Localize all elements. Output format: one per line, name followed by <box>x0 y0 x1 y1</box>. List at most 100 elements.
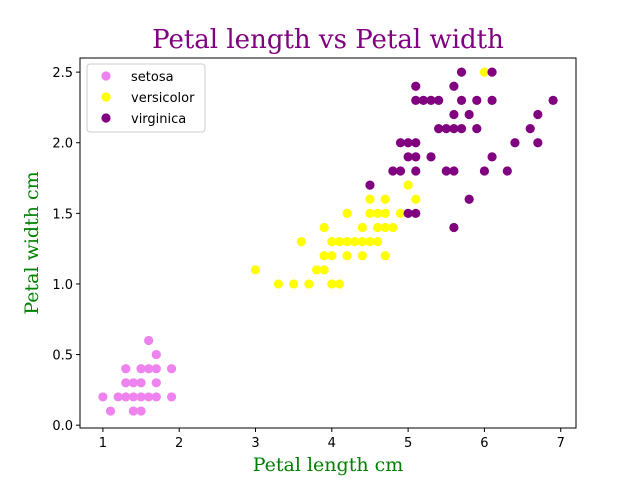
data-point-virginica <box>449 124 459 134</box>
data-point-versicolor <box>319 265 329 275</box>
data-point-versicolor <box>327 251 337 261</box>
data-point-virginica <box>418 95 428 105</box>
data-point-virginica <box>525 124 535 134</box>
data-point-versicolor <box>395 208 406 218</box>
legend-box <box>86 63 206 133</box>
data-point-virginica <box>411 152 421 162</box>
data-point-virginica <box>426 152 436 162</box>
data-point-setosa <box>98 392 108 402</box>
data-point-virginica <box>456 124 467 134</box>
data-point-versicolor <box>373 208 383 218</box>
x-tick-label: 5 <box>404 436 412 451</box>
y-tick-label: 2.0 <box>52 137 73 152</box>
y-tick-label: 0.5 <box>52 349 73 364</box>
data-point-versicolor <box>479 67 490 77</box>
data-point-setosa <box>121 392 131 402</box>
data-point-versicolor <box>411 194 421 204</box>
y-tick-label: 1.0 <box>52 278 73 293</box>
data-point-versicolor <box>380 208 390 218</box>
data-point-virginica <box>487 95 497 105</box>
y-tick-label: 2.5 <box>52 66 73 81</box>
x-tick-label: 7 <box>557 436 565 451</box>
data-point-versicolor <box>327 236 337 247</box>
data-point-versicolor <box>403 180 413 190</box>
data-point-versicolor <box>304 279 314 289</box>
data-point-virginica <box>395 166 406 176</box>
data-point-setosa <box>144 335 154 346</box>
data-point-setosa <box>121 364 131 374</box>
legend-marker-virginica <box>101 113 111 123</box>
data-point-versicolor <box>350 236 360 247</box>
data-point-virginica <box>441 166 451 176</box>
data-point-setosa <box>128 392 139 402</box>
chart-title: Petal length vs Petal width <box>152 25 504 55</box>
data-point-setosa <box>136 392 146 402</box>
data-point-virginica <box>441 124 451 134</box>
x-axis-label: Petal length cm <box>253 454 404 476</box>
data-point-virginica <box>548 95 558 105</box>
data-point-setosa <box>121 378 131 388</box>
plot-area <box>79 57 577 429</box>
data-point-virginica <box>533 138 543 148</box>
data-point-virginica <box>411 166 421 176</box>
series-versicolor <box>250 67 490 289</box>
plot-frame <box>79 57 577 429</box>
data-point-virginica <box>449 222 459 233</box>
data-point-setosa <box>136 378 146 388</box>
data-point-virginica <box>411 95 421 105</box>
data-point-virginica <box>395 138 406 148</box>
legend: setosa versicolor virginica <box>86 63 206 133</box>
y-axis: 0.0 0.5 1.0 1.5 2.0 2.5 <box>52 66 80 434</box>
data-point-setosa <box>105 406 116 416</box>
x-tick-label: 4 <box>328 436 336 451</box>
data-point-versicolor <box>342 251 352 261</box>
data-point-setosa <box>166 392 177 402</box>
data-point-virginica <box>434 124 444 134</box>
data-point-setosa <box>151 364 161 374</box>
data-point-virginica <box>449 109 459 120</box>
data-point-setosa <box>113 392 123 402</box>
data-point-versicolor <box>380 251 390 261</box>
data-point-virginica <box>510 138 520 148</box>
data-point-versicolor <box>319 222 329 233</box>
data-point-virginica <box>365 180 375 190</box>
x-axis: 1 2 3 4 5 6 7 <box>99 428 565 451</box>
x-tick-label: 1 <box>99 436 107 451</box>
data-point-versicolor <box>357 222 367 233</box>
data-point-versicolor <box>373 222 383 233</box>
data-point-setosa <box>144 364 154 374</box>
data-point-virginica <box>434 95 444 105</box>
data-point-versicolor <box>380 194 390 204</box>
data-point-versicolor <box>357 251 367 261</box>
data-points <box>98 67 558 416</box>
y-tick-label: 1.5 <box>52 207 73 222</box>
data-point-virginica <box>464 109 474 120</box>
data-point-virginica <box>411 208 421 218</box>
data-point-virginica <box>449 81 459 91</box>
data-point-versicolor <box>380 222 390 233</box>
data-point-virginica <box>403 138 413 148</box>
data-point-versicolor <box>342 208 352 218</box>
y-axis-label: Petal width cm <box>21 171 43 314</box>
series-virginica <box>365 67 558 233</box>
data-point-versicolor <box>296 236 306 247</box>
data-point-setosa <box>144 392 154 402</box>
data-point-setosa <box>151 378 161 388</box>
data-point-virginica <box>388 166 398 176</box>
data-point-versicolor <box>250 265 261 275</box>
data-point-setosa <box>136 406 146 416</box>
data-point-versicolor <box>388 222 398 233</box>
data-point-versicolor <box>373 236 383 247</box>
data-point-versicolor <box>334 236 345 247</box>
data-point-virginica <box>472 95 482 105</box>
data-point-virginica <box>464 194 474 204</box>
legend-marker-setosa <box>101 71 111 81</box>
legend-label-versicolor: versicolor <box>131 91 195 106</box>
y-tick-label: 0.0 <box>52 419 73 434</box>
legend-label-virginica: virginica <box>131 112 186 127</box>
data-point-virginica <box>403 152 413 162</box>
data-point-virginica <box>479 166 490 176</box>
data-point-versicolor <box>334 279 345 289</box>
legend-marker-versicolor <box>101 92 111 102</box>
